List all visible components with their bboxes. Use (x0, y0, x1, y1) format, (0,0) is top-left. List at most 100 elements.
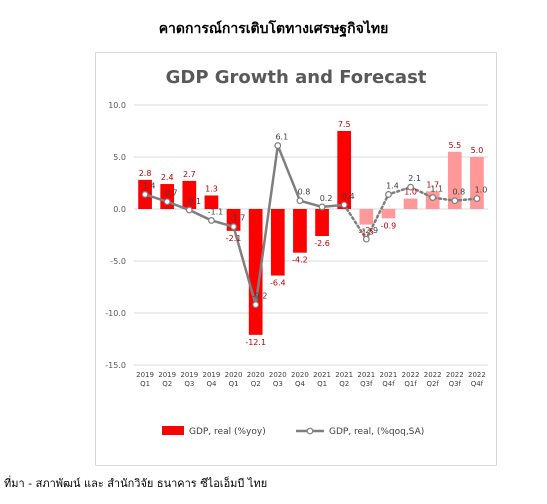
x-tick-quarter: Q4 (295, 380, 306, 388)
x-tick-quarter: Q1 (229, 380, 239, 388)
x-tick-year: 2020 (225, 371, 243, 379)
x-tick-year: 2021 (380, 371, 398, 379)
qoq-data-label: 0.2 (320, 194, 333, 203)
source-note: ที่มา - สภาพัฒน์ และ สำนักวิจัย ธนาคาร ซ… (4, 477, 268, 490)
qoq-data-label: 0.8 (298, 188, 311, 197)
qoq-point (185, 206, 193, 214)
x-tick-quarter: Q3 (184, 380, 194, 388)
qoq-point (141, 191, 149, 198)
x-tick-quarter: Q3f (360, 380, 373, 388)
qoq-point (230, 223, 237, 231)
yoy-data-label: 1.0 (404, 188, 417, 197)
qoq-point (429, 194, 437, 201)
x-tick-quarter: Q4 (206, 380, 217, 388)
chart-area: GDP Growth and Forecast 2.8 2.4 2.7 1.3 -2.1… (95, 52, 497, 466)
y-tick-label: 0.0 (113, 205, 126, 214)
x-tick-year: 2021 (313, 371, 331, 379)
qoq-data-label: -1.7 (230, 214, 246, 223)
yoy-data-label: -2.6 (314, 239, 330, 248)
x-tick-quarter: Q3f (449, 380, 462, 388)
yoy-data-label: 7.5 (338, 120, 351, 129)
yoy-data-label: -1.5 (359, 228, 375, 237)
yoy-data-label: -2.1 (226, 234, 242, 243)
chart-title: GDP Growth and Forecast (166, 67, 427, 88)
qoq-data-label: -9.2 (252, 292, 268, 301)
qoq-point (407, 183, 414, 191)
yoy-data-label: 1.3 (205, 184, 218, 193)
x-tick-quarter: Q4f (471, 380, 484, 388)
gdp-yoy-bar (403, 198, 418, 209)
gdp-yoy-bar (204, 195, 219, 209)
x-tick-year: 2020 (247, 371, 265, 379)
yoy-data-label: -0.9 (381, 221, 397, 230)
x-tick-quarter: Q2 (251, 380, 261, 388)
yoy-data-label: -6.4 (270, 279, 286, 288)
qoq-point (296, 197, 304, 205)
y-tick-label: -5.0 (110, 257, 126, 266)
x-tick-year: 2019 (136, 371, 154, 379)
qoq-data-label: 2.1 (408, 174, 421, 183)
gdp-yoy-bar (359, 209, 374, 225)
qoq-point (385, 191, 392, 198)
qoq-point (318, 203, 326, 211)
x-tick-year: 2019 (158, 371, 176, 379)
yoy-data-label: -4.2 (292, 256, 308, 265)
x-tick-quarter: Q1 (317, 380, 327, 388)
x-tick-year: 2022 (468, 371, 486, 379)
yoy-data-label: 2.8 (139, 169, 152, 178)
x-tick-year: 2022 (446, 371, 464, 379)
qoq-data-label: 1.1 (430, 185, 443, 194)
x-tick-quarter: Q2 (339, 380, 349, 388)
legend-bar-swatch (162, 426, 184, 435)
qoq-point (163, 198, 171, 206)
x-tick-quarter: Q1 (140, 380, 150, 388)
gdp-yoy-bar (381, 209, 396, 219)
qoq-point (362, 235, 370, 243)
x-tick-year: 2022 (424, 371, 442, 379)
legend-line-marker (306, 427, 314, 435)
qoq-data-label: 0.4 (342, 192, 355, 201)
x-tick-year: 2021 (335, 371, 353, 379)
gdp-yoy-bar (470, 157, 484, 209)
x-tick-year: 2019 (203, 371, 221, 379)
yoy-data-label: 2.7 (183, 170, 196, 179)
x-tick-quarter: Q2 (162, 380, 172, 388)
y-tick-label: -15.0 (105, 361, 126, 370)
qoq-data-label: -2.9 (363, 226, 379, 235)
legend-qoq-label: GDP, real, (%qoq,SA) (329, 427, 424, 437)
x-tick-year: 2022 (402, 371, 420, 379)
qoq-point (451, 197, 459, 205)
yoy-data-label: 1.7 (426, 180, 439, 189)
x-tick-year: 2019 (180, 371, 198, 379)
qoq-point (252, 301, 260, 309)
qoq-point (274, 142, 282, 149)
gdp-yoy-bar (447, 151, 462, 209)
gdp-yoy-bar (248, 209, 263, 335)
y-tick-label: -10.0 (105, 309, 126, 318)
x-tick-year: 2020 (269, 371, 287, 379)
qoq-data-label: -1.1 (208, 207, 224, 216)
y-tick-label: 10.0 (108, 101, 126, 110)
legend-yoy-label: GDP, real (%yoy) (189, 427, 266, 437)
qoq-point (340, 201, 348, 209)
gdp-yoy-bar (182, 180, 197, 209)
qoq-data-label: -0.1 (186, 197, 202, 206)
gdp-yoy-bar (293, 209, 307, 253)
x-tick-quarter: Q1f (404, 380, 417, 388)
x-tick-quarter: Q3 (273, 380, 283, 388)
qoq-data-label: 0.8 (452, 188, 465, 197)
gdp-growth-chart: GDP Growth and Forecast 2.8 2.4 2.7 1.3 -2.1… (105, 67, 488, 437)
gdp-yoy-bar (270, 209, 285, 276)
qoq-data-label: 1.0 (475, 186, 488, 195)
x-tick-quarter: Q4f (382, 380, 395, 388)
qoq-data-label: 1.4 (386, 181, 399, 190)
qoq-point (473, 195, 481, 203)
qoq-line-actual (144, 144, 345, 306)
y-tick-label: 5.0 (113, 153, 126, 162)
qoq-data-label: 0.7 (165, 189, 178, 198)
gdp-yoy-bar (337, 131, 352, 209)
qoq-data-label: 1.4 (143, 181, 156, 190)
yoy-data-label: -12.1 (245, 338, 266, 347)
x-tick-year: 2020 (291, 371, 309, 379)
x-tick-year: 2021 (357, 371, 375, 379)
